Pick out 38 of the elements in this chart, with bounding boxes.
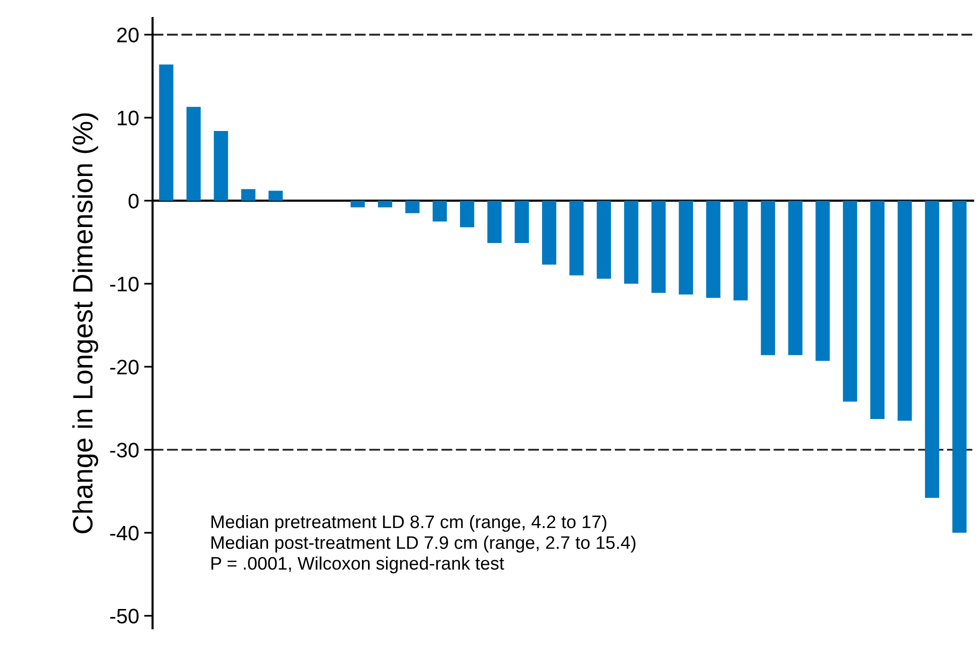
bar bbox=[816, 200, 830, 361]
bar bbox=[350, 200, 365, 208]
annotation: Median pretreatment LD 8.7 cm (range, 4.2 to 17) Median post-treatment LD 7.9 cm (range, 2.7 to 15.4) P = .0001, Wilcoxon signed-rank test bbox=[211, 514, 636, 574]
bar bbox=[596, 200, 611, 279]
bar bbox=[706, 200, 720, 298]
bar bbox=[842, 200, 858, 402]
bar bbox=[432, 200, 447, 222]
bar bbox=[268, 190, 283, 201]
y-tick-label: 20 bbox=[117, 28, 139, 42]
bar bbox=[186, 106, 201, 201]
bar bbox=[214, 130, 228, 201]
bar bbox=[870, 200, 884, 420]
bar bbox=[624, 200, 638, 284]
bar bbox=[898, 200, 912, 421]
bar bbox=[760, 200, 776, 356]
bar bbox=[542, 200, 556, 265]
bar bbox=[734, 200, 748, 300]
bar bbox=[460, 200, 474, 228]
bar bbox=[487, 200, 502, 244]
y-tick-label: 0 bbox=[128, 194, 139, 208]
y-tick-label: -50 bbox=[110, 608, 139, 624]
y-axis-title: Change in Longest Dimension (%) bbox=[72, 113, 98, 534]
bar bbox=[514, 200, 529, 244]
bar bbox=[952, 200, 967, 533]
bar bbox=[378, 200, 392, 208]
y-tick-label: -10 bbox=[110, 276, 139, 292]
bar bbox=[241, 189, 256, 201]
bar bbox=[651, 200, 666, 293]
bar bbox=[405, 200, 420, 214]
bar bbox=[678, 200, 694, 295]
bar bbox=[788, 200, 802, 356]
bar bbox=[924, 200, 940, 498]
bar bbox=[569, 200, 584, 276]
y-tick-label: -30 bbox=[110, 442, 139, 458]
y-tick-label: -40 bbox=[110, 526, 139, 541]
y-tick-label: 10 bbox=[118, 110, 139, 126]
y-tick-label: -20 bbox=[110, 360, 139, 374]
bar bbox=[159, 64, 174, 201]
